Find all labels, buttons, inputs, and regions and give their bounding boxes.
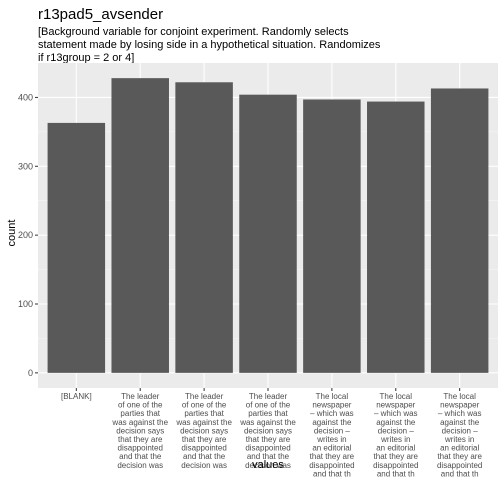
bar [239, 94, 297, 373]
x-tick-label: The local newspaper – which was against the… [309, 392, 354, 478]
chart-title: r13pad5_avsender [38, 6, 164, 23]
x-tick-label: The leader of one of the parties that was a… [111, 392, 168, 470]
bar [47, 122, 106, 373]
y-tick-label: 200 [18, 230, 33, 240]
bar [430, 88, 489, 373]
x-tick-label: [BLANK] [61, 392, 92, 401]
y-axis-ticks: 0 100 200 300 400 [18, 92, 38, 378]
x-tick-label: The local newspaper – which was against the… [373, 392, 418, 478]
x-axis-ticks: [BLANK] The leader of one of the parties th… [61, 388, 482, 478]
x-tick-label: The leader of one of the parties that was a… [175, 392, 232, 470]
bars-group [47, 78, 489, 373]
y-tick-label: 100 [18, 299, 33, 309]
bar [303, 99, 361, 373]
y-tick-label: 400 [18, 92, 33, 102]
chart-subtitle: [Background variable for conjoint experi… [38, 26, 381, 64]
bar [111, 78, 169, 373]
y-tick-label: 300 [18, 161, 33, 171]
x-tick-label: The local newspaper – which was against the… [437, 392, 482, 478]
y-axis-title: count [6, 220, 18, 247]
x-axis-title: values [252, 459, 284, 471]
bar [367, 101, 425, 373]
x-tick-label: The leader of one of the parties that was a… [239, 392, 296, 470]
y-tick-label: 0 [28, 368, 33, 378]
bar [175, 82, 233, 373]
